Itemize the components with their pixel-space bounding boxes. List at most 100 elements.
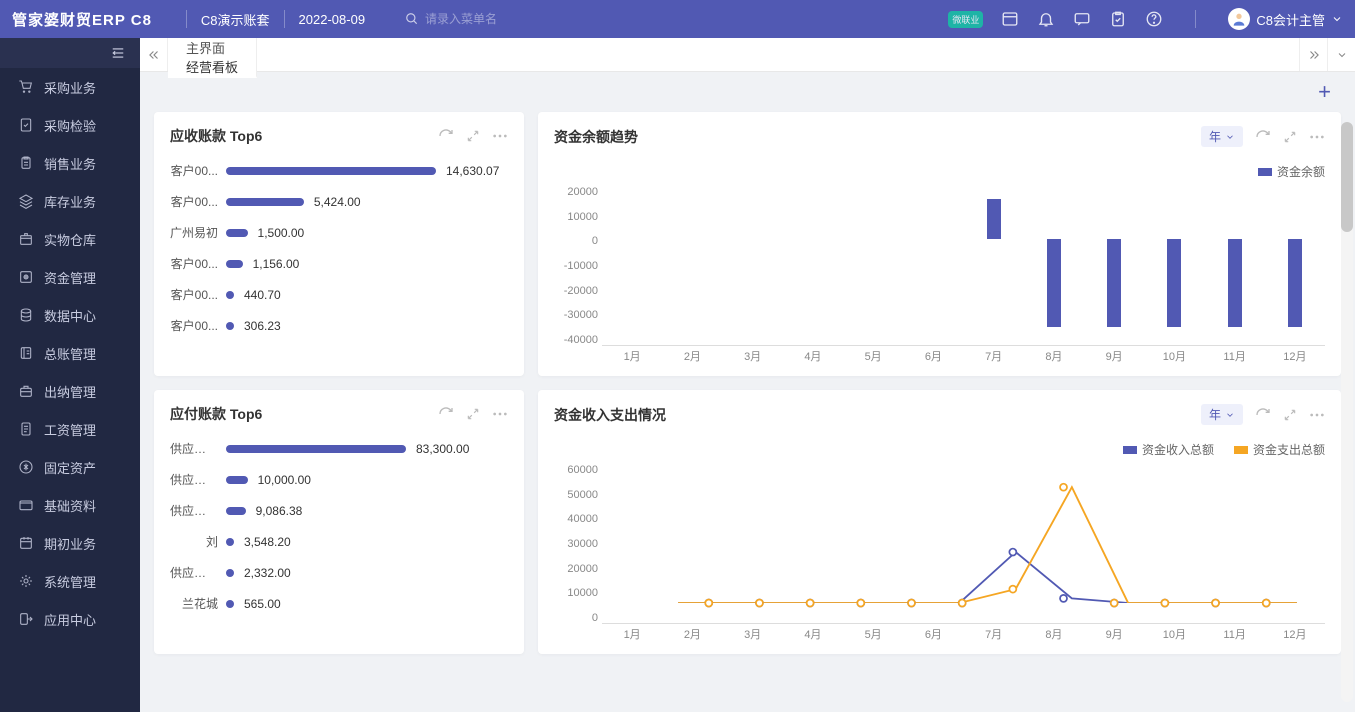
expand-icon [466, 407, 480, 421]
sidebar-item-10[interactable]: 固定资产 [0, 448, 140, 486]
user-menu[interactable]: C8会计主管 [1228, 8, 1343, 30]
y-tick: 30000 [554, 538, 598, 550]
refresh-button[interactable] [1255, 129, 1271, 145]
refresh-button[interactable] [438, 406, 454, 422]
refresh-button[interactable] [1255, 407, 1271, 423]
sidebar-item-label: 固定资产 [44, 458, 96, 477]
check-doc-icon [18, 117, 34, 133]
expand-button[interactable] [1283, 408, 1297, 422]
line-point [1009, 586, 1016, 593]
double-chevron-right-icon [1307, 48, 1321, 62]
expand-icon [1283, 130, 1297, 144]
tabbar: 主界面经营看板 [140, 38, 1355, 72]
more-button[interactable] [492, 412, 508, 416]
chevron-down-icon [1331, 13, 1343, 25]
avatar [1228, 8, 1250, 30]
clipboard-icon[interactable] [1109, 10, 1127, 28]
bell-icon[interactable] [1037, 10, 1055, 28]
refresh-icon [1255, 129, 1271, 145]
x-tick: 8月 [1024, 348, 1084, 366]
x-tick: 2月 [662, 348, 722, 366]
hbar-value: 9,086.38 [256, 504, 303, 518]
hbar-row: 客户00...440.70 [170, 286, 508, 303]
sidebar-item-0[interactable]: 采购业务 [0, 68, 140, 106]
bar [987, 199, 1001, 239]
sidebar-item-7[interactable]: 总账管理 [0, 334, 140, 372]
sidebar-item-12[interactable]: 期初业务 [0, 524, 140, 562]
gear-icon [18, 573, 34, 589]
bar [1107, 239, 1121, 327]
card-title: 资金收入支出情况 [554, 405, 666, 425]
hbar-row: 客户00...306.23 [170, 317, 508, 334]
y-tick: 0 [554, 235, 598, 247]
user-name: C8会计主管 [1256, 10, 1325, 29]
sidebar-item-14[interactable]: 应用中心 [0, 600, 140, 638]
scrollbar[interactable] [1341, 122, 1353, 702]
add-widget-button[interactable]: + [1318, 79, 1331, 105]
x-tick: 6月 [903, 348, 963, 366]
refresh-icon [438, 406, 454, 422]
divider [1195, 10, 1196, 28]
divider [186, 10, 187, 28]
sidebar-item-11[interactable]: 基础资料 [0, 486, 140, 524]
tabs-prev-button[interactable] [140, 38, 168, 71]
bar-chart: 20000100000-10000-20000-30000-40000 1月2月… [554, 186, 1325, 366]
sidebar-item-13[interactable]: 系统管理 [0, 562, 140, 600]
qr-badge[interactable]: 微联业 [948, 11, 983, 28]
header-date[interactable]: 2022-08-09 [299, 12, 366, 27]
x-tick: 5月 [843, 626, 903, 644]
sidebar-item-label: 销售业务 [44, 154, 96, 173]
sidebar-item-2[interactable]: 销售业务 [0, 144, 140, 182]
line-point [807, 600, 814, 607]
help-icon[interactable] [1145, 10, 1163, 28]
tabs-next-button[interactable] [1299, 38, 1327, 71]
sidebar-item-6[interactable]: 数据中心 [0, 296, 140, 334]
divider [284, 10, 285, 28]
hbar-label: 供应商0... [170, 502, 226, 519]
bar [1167, 239, 1181, 327]
sidebar-item-label: 采购业务 [44, 78, 96, 97]
refresh-button[interactable] [438, 128, 454, 144]
sidebar-item-5[interactable]: 资金管理 [0, 258, 140, 296]
scrollbar-thumb[interactable] [1341, 122, 1353, 232]
sidebar-item-9[interactable]: 工资管理 [0, 410, 140, 448]
sidebar-item-8[interactable]: 出纳管理 [0, 372, 140, 410]
search-input[interactable] [425, 12, 545, 26]
x-tick: 11月 [1205, 348, 1265, 366]
hbar-row: 广州易初1,500.00 [170, 224, 508, 241]
y-tick: 20000 [554, 563, 598, 575]
expand-button[interactable] [466, 129, 480, 143]
ellipsis-icon [492, 134, 508, 138]
tab-0[interactable]: 主界面 [168, 38, 257, 57]
sidebar-item-3[interactable]: 库存业务 [0, 182, 140, 220]
tabs-dropdown-button[interactable] [1327, 38, 1355, 71]
x-tick: 11月 [1205, 626, 1265, 644]
period-selector[interactable]: 年 [1201, 404, 1243, 425]
search-box[interactable] [405, 12, 545, 26]
sidebar-item-1[interactable]: 采购检验 [0, 106, 140, 144]
account-name[interactable]: C8演示账套 [201, 10, 270, 29]
more-button[interactable] [492, 134, 508, 138]
data-icon [18, 307, 34, 323]
x-tick: 9月 [1084, 348, 1144, 366]
hbar-value: 306.23 [244, 319, 281, 333]
x-tick: 4月 [783, 348, 843, 366]
dashboard: + 应收账款 Top6 客户00...14,630. [140, 72, 1355, 712]
x-tick: 7月 [964, 348, 1024, 366]
hbar-label: 刘 [170, 533, 226, 550]
x-tick: 6月 [903, 626, 963, 644]
sidebar-collapse-button[interactable] [0, 38, 140, 68]
sidebar-item-4[interactable]: 实物仓库 [0, 220, 140, 258]
more-button[interactable] [1309, 135, 1325, 139]
expand-button[interactable] [466, 407, 480, 421]
line-point [756, 600, 763, 607]
chevron-down-icon [1336, 49, 1348, 61]
more-button[interactable] [1309, 413, 1325, 417]
safe-icon [18, 269, 34, 285]
card-income-expense: 资金收入支出情况 年 资金收入总额资金支出总额 6000050000400003… [538, 390, 1341, 654]
expand-button[interactable] [1283, 130, 1297, 144]
workflow-icon[interactable] [1001, 10, 1019, 28]
message-icon[interactable] [1073, 10, 1091, 28]
period-selector[interactable]: 年 [1201, 126, 1243, 147]
card-title: 应付账款 Top6 [170, 404, 262, 424]
